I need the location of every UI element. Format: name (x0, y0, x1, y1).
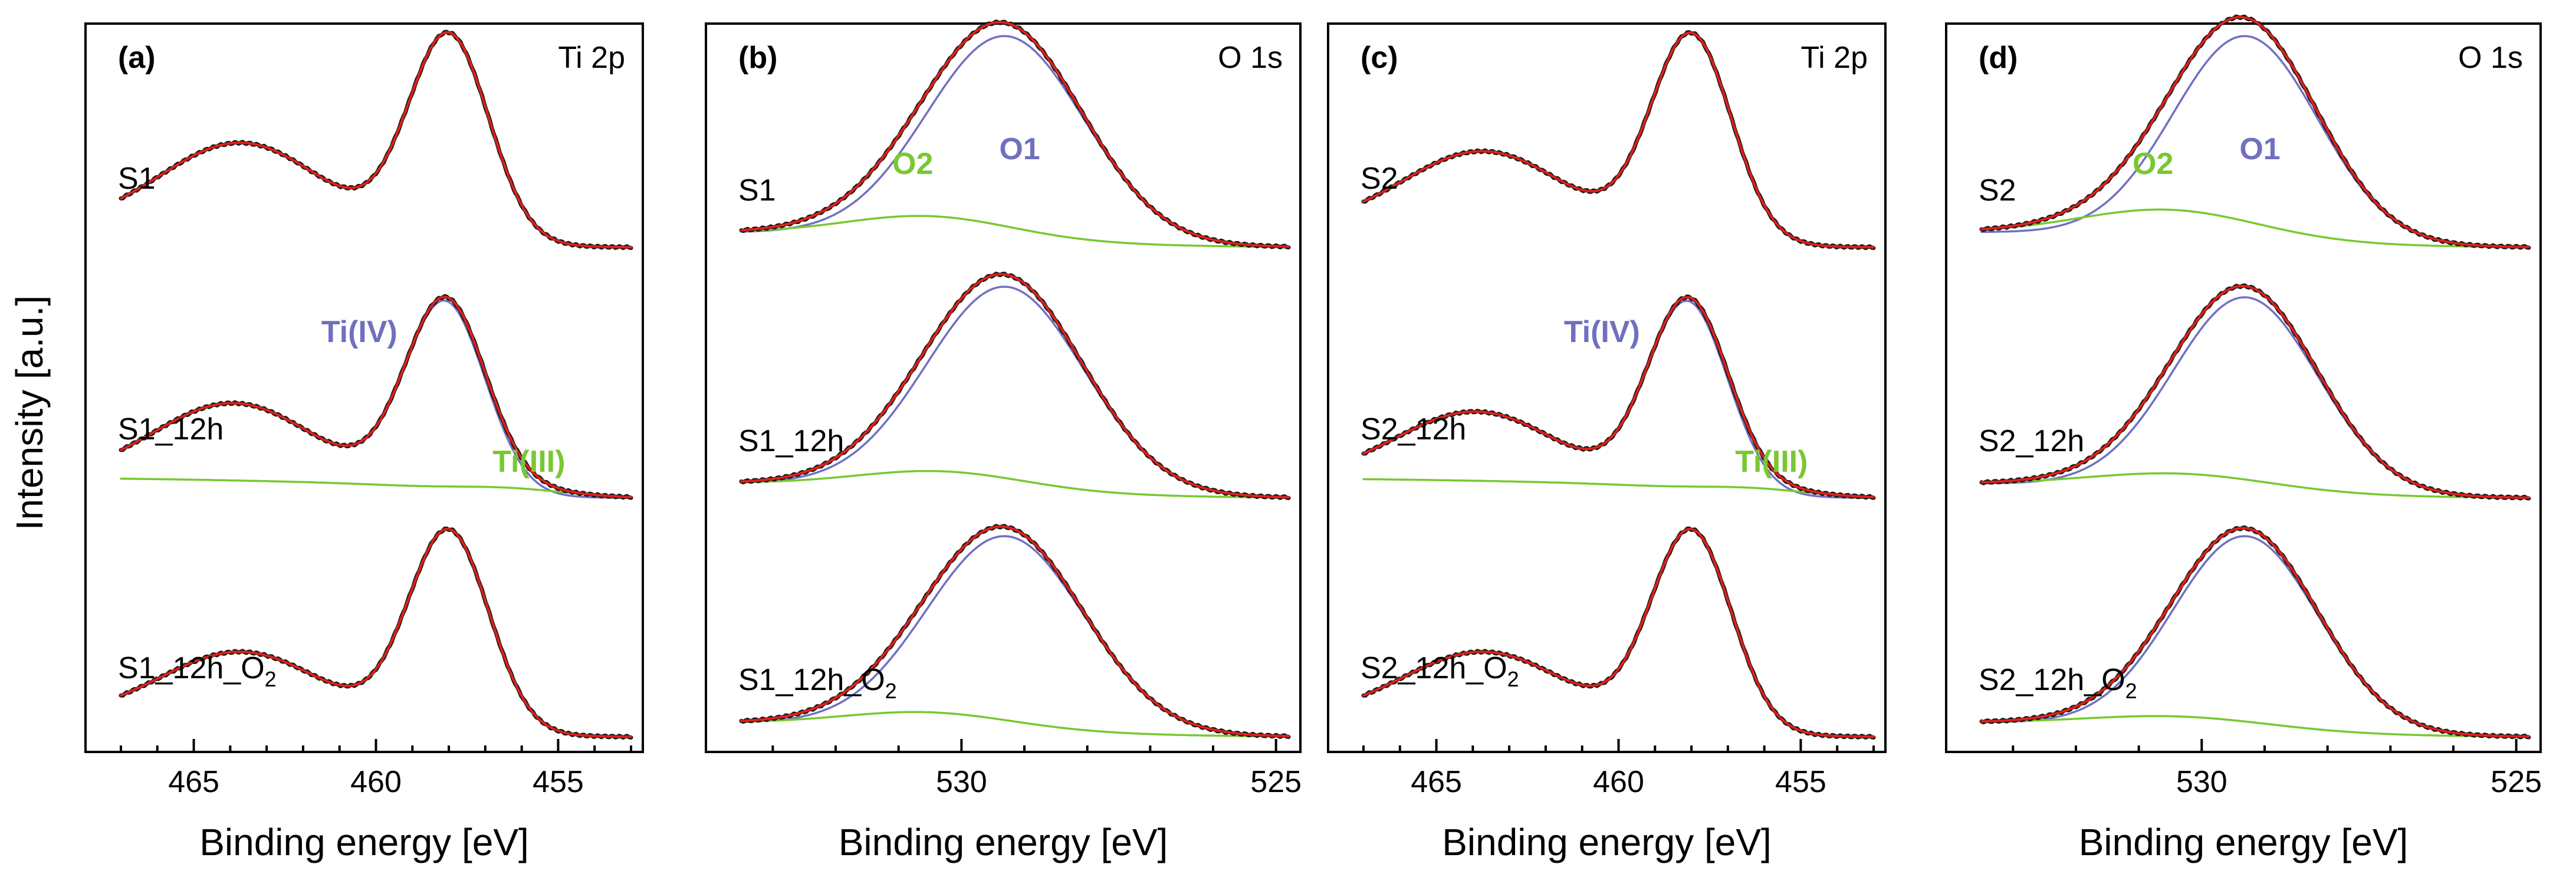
spectrum-S2_12h: S2_12h (1979, 283, 2531, 501)
fit-envelope-curve (1980, 16, 2530, 248)
panel-frame (84, 22, 644, 753)
fit-envelope-curve (1980, 527, 2530, 738)
main-component-curve (120, 31, 632, 248)
main-component-curve (120, 528, 632, 738)
spectrum-S1: S1 (118, 29, 633, 250)
core-level-label: Ti 2p (1800, 41, 1868, 75)
panel-frame (1945, 22, 2542, 753)
fit-envelope-curve (1362, 31, 1875, 249)
sample-label: S2_12h_O2 (1361, 651, 1519, 691)
sample-label: S1_12h (118, 412, 224, 446)
spectrum-S1_12h_O2: S1_12h_O2 (118, 526, 633, 740)
minor-component-curve (1980, 472, 2530, 499)
sample-label: S1_12h (738, 424, 844, 458)
component-label: O1 (999, 132, 1040, 166)
x-tick-label: 530 (2176, 765, 2227, 799)
sample-label: S1_12h_O2 (118, 651, 277, 691)
fit-envelope-curve (120, 295, 632, 498)
x-axis-label: Binding energy [eV] (199, 821, 529, 863)
x-tick-label: 525 (1250, 765, 1302, 799)
measured-data-curve (1361, 30, 1876, 251)
component-label: Ti(III) (1735, 445, 1808, 479)
core-level-label: O 1s (2458, 41, 2523, 75)
x-tick-label: 465 (168, 765, 219, 799)
minor-component-curve (740, 711, 1290, 738)
component-label: Ti(IV) (1564, 315, 1640, 349)
spectrum-S2_12h_O2: S2_12h_O2 (1361, 526, 1876, 740)
panel-label: (a) (118, 41, 156, 75)
x-tick-label: 530 (936, 765, 987, 799)
component-label: Ti(IV) (321, 315, 397, 349)
spectrum-S2_12h_O2: S2_12h_O2 (1979, 525, 2531, 740)
sample-label: S1 (738, 173, 776, 208)
main-component-curve (1362, 31, 1875, 248)
sample-label-subscript: 2 (885, 679, 897, 703)
x-tick-label: 455 (1775, 765, 1826, 799)
sample-label: S2_12h (1979, 424, 2084, 458)
fit-envelope-curve (1980, 285, 2530, 499)
fit-envelope-curve (120, 527, 632, 738)
spectrum-S1_12h: S1_12h (738, 271, 1291, 500)
fit-envelope-curve (1362, 527, 1875, 738)
panel-label: (c) (1361, 41, 1398, 75)
measured-data-curve (1979, 283, 2531, 501)
sample-label: S1 (118, 162, 156, 196)
measured-data-curve (1979, 525, 2531, 740)
x-tick-label: 525 (2490, 765, 2542, 799)
main-component-curve (1980, 296, 2530, 499)
panel-frame (1327, 22, 1887, 753)
fit-envelope-curve (120, 31, 632, 249)
minor-component-curve (1980, 715, 2530, 738)
panel-label: (d) (1979, 41, 2018, 75)
spectrum-S2: S2 O2 O1 (1979, 14, 2531, 250)
x-axis-label: Binding energy [eV] (1442, 821, 1772, 863)
y-axis-label: Intensity [a.u.] (8, 295, 51, 530)
spectrum-S2: S2 (1361, 30, 1876, 251)
sample-label-subscript: 2 (2125, 679, 2137, 703)
x-axis-label: Binding energy [eV] (839, 821, 1168, 863)
sample-label: S1_12h_O2 (738, 663, 897, 703)
sample-label: S2_12h (1361, 412, 1466, 446)
fit-envelope-curve (740, 525, 1290, 738)
measured-data-curve (119, 526, 633, 740)
sample-label: S2_12h_O2 (1979, 663, 2137, 703)
spectrum-S1: S1 O2 O1 (738, 19, 1291, 249)
fit-envelope-curve (740, 273, 1290, 499)
spectrum-S1_12h: S1_12h Ti(IV) Ti(III) (118, 294, 633, 500)
sample-label-subscript: 2 (1507, 667, 1519, 691)
main-component-curve (1362, 528, 1875, 738)
component-label: O2 (2133, 147, 2173, 181)
minor-component-curve (120, 477, 632, 498)
measured-data-curve (119, 29, 633, 250)
component-label: O2 (892, 147, 933, 181)
minor-component-curve (1980, 208, 2530, 248)
fit-envelope-curve (740, 21, 1290, 248)
measured-data-curve (1361, 526, 1876, 740)
x-tick-label: 455 (533, 765, 584, 799)
sample-label-subscript: 2 (265, 667, 277, 691)
spectrum-S2_12h: S2_12h Ti(IV) Ti(III) (1361, 294, 1876, 500)
x-tick-label: 460 (1593, 765, 1644, 799)
sample-label: S2 (1361, 162, 1398, 196)
panel-label: (b) (738, 41, 777, 75)
component-label: O1 (2239, 132, 2280, 166)
core-level-label: O 1s (1218, 41, 1283, 75)
x-axis-label: Binding energy [eV] (2079, 821, 2409, 863)
minor-component-curve (740, 469, 1290, 499)
spectrum-S1_12h_O2: S1_12h_O2 (738, 524, 1291, 739)
sample-label: S2 (1979, 173, 2016, 208)
x-tick-label: 465 (1411, 765, 1462, 799)
component-label: Ti(III) (492, 445, 565, 479)
minor-component-curve (740, 215, 1290, 248)
fit-envelope-curve (1362, 295, 1875, 498)
main-component-curve (1980, 535, 2530, 738)
minor-component-curve (1362, 478, 1875, 498)
x-tick-label: 460 (350, 765, 402, 799)
core-level-label: Ti 2p (558, 41, 625, 75)
